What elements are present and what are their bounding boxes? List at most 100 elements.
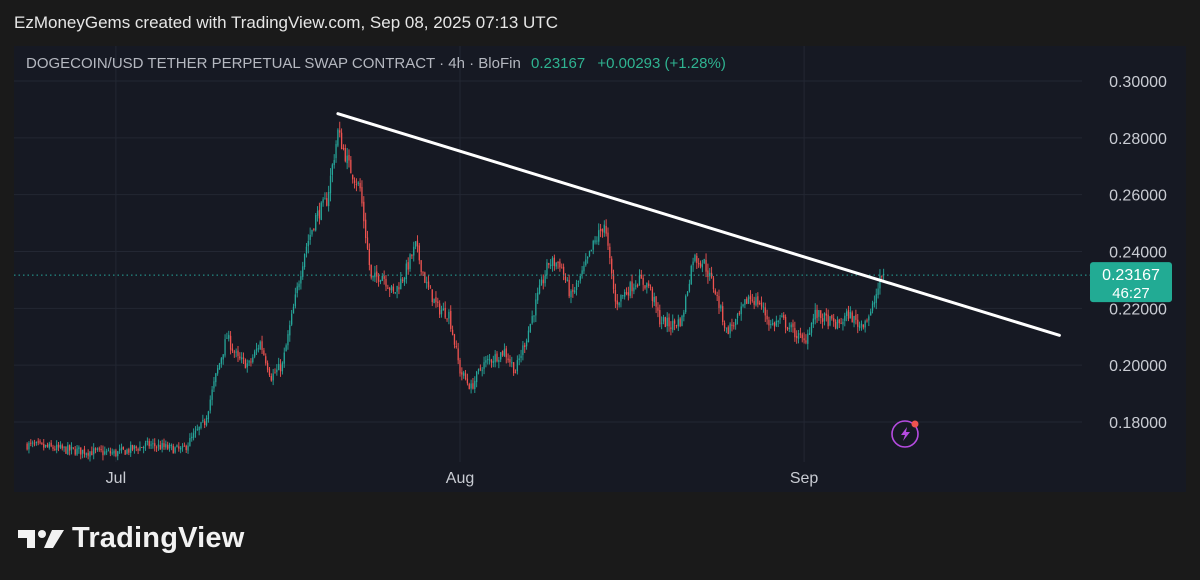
candle-body <box>137 448 139 451</box>
candle-body <box>583 265 585 272</box>
candle-body <box>133 445 136 449</box>
y-tick-label: 0.18000 <box>1109 415 1167 432</box>
candle-body <box>381 275 383 281</box>
candle-body <box>414 241 417 247</box>
candle-body <box>603 224 605 233</box>
symbol-title: DOGECOIN/USD TETHER PERPETUAL SWAP CONTR… <box>26 55 521 72</box>
y-tick-label: 0.28000 <box>1109 131 1167 148</box>
candle-body <box>707 270 709 277</box>
candle-body <box>85 453 87 455</box>
candle-body <box>305 246 308 254</box>
candle-body <box>448 311 450 319</box>
candle-body <box>102 450 104 456</box>
candle-body <box>722 306 724 323</box>
candle-body <box>764 307 766 316</box>
candle-body <box>511 362 513 364</box>
candle-body <box>403 278 406 283</box>
candle-body <box>124 450 126 455</box>
header-last-price: 0.23167 <box>530 55 586 72</box>
candle-body <box>111 452 113 454</box>
candle-body <box>651 288 654 302</box>
candle-body <box>553 257 555 266</box>
candle-body <box>535 299 537 316</box>
candle-body <box>80 447 82 455</box>
lightning-bolt-icon <box>901 427 910 441</box>
candle-body <box>320 202 322 220</box>
candle-body <box>302 266 304 277</box>
candle-body <box>836 319 839 329</box>
candle-body <box>514 372 517 374</box>
candle-body <box>616 300 618 305</box>
candle-body <box>709 272 711 277</box>
candle-body <box>318 209 321 219</box>
candlestick-chart[interactable]: 0.30000 0.28000 0.26000 0.24000 0.22000 0.200… <box>14 46 1186 492</box>
candle-body <box>74 449 76 455</box>
candle-body <box>557 261 559 263</box>
x-tick-label: Aug <box>446 470 474 487</box>
candle-body <box>340 132 343 150</box>
candle-body <box>498 359 500 363</box>
trendline[interactable] <box>336 112 1061 337</box>
candle-body <box>488 359 491 361</box>
candle-body <box>165 444 167 448</box>
candle-body <box>768 319 770 326</box>
candle-body <box>131 445 134 450</box>
candle-body <box>109 451 111 454</box>
candle-body <box>405 263 407 280</box>
candle-body <box>440 310 443 315</box>
candle-body <box>809 332 811 335</box>
candle-body <box>309 234 311 240</box>
lightning-alert-icon[interactable] <box>891 420 919 448</box>
candle-body <box>851 312 853 323</box>
candle-body <box>115 450 117 456</box>
candle-body <box>572 289 574 292</box>
candle-body <box>579 275 581 281</box>
candle-body <box>185 445 187 450</box>
candle-body <box>877 288 879 295</box>
candle-body <box>63 446 65 448</box>
candle-body <box>255 348 258 352</box>
candle-body <box>339 130 341 133</box>
chart-panel[interactable]: 0.30000 0.28000 0.26000 0.24000 0.22000 0.200… <box>14 46 1186 492</box>
candle-body <box>646 282 648 288</box>
candle-body <box>281 362 284 372</box>
candle-body <box>246 363 248 368</box>
tradingview-brand[interactable]: TradingView <box>18 522 245 555</box>
candle-body <box>638 275 641 286</box>
candle-body <box>525 340 528 347</box>
candle-body <box>303 253 306 268</box>
candle-body <box>468 384 470 390</box>
candle-body <box>244 359 247 369</box>
candle-body <box>821 318 824 323</box>
candle-body <box>91 451 93 456</box>
candle-body <box>477 369 480 372</box>
candle-body <box>818 310 820 317</box>
candle-body <box>747 296 750 304</box>
candle-body <box>289 325 291 336</box>
candle-body <box>753 301 755 305</box>
candle-body <box>703 259 705 264</box>
candle-body <box>631 281 633 292</box>
candle-body <box>598 230 600 242</box>
candle-body <box>157 444 160 447</box>
candle-body <box>779 318 781 320</box>
candle-body <box>827 314 829 327</box>
candle-body <box>215 373 217 383</box>
candle-body <box>588 250 591 257</box>
candle-body <box>296 286 298 294</box>
candle-body <box>751 299 753 301</box>
candle-body <box>298 283 300 288</box>
candle-body <box>683 312 685 317</box>
candle-body <box>846 311 848 316</box>
candle-body <box>727 327 729 335</box>
candle-body <box>500 352 502 360</box>
candle-body <box>879 276 881 289</box>
y-tick-label: 0.24000 <box>1109 245 1167 262</box>
candle-body <box>176 445 178 447</box>
candle-body <box>620 294 622 302</box>
candle-body <box>735 319 737 326</box>
candle-body <box>220 358 222 364</box>
candle-body <box>592 240 594 250</box>
candle-body <box>328 192 330 207</box>
candle-body <box>311 230 313 235</box>
